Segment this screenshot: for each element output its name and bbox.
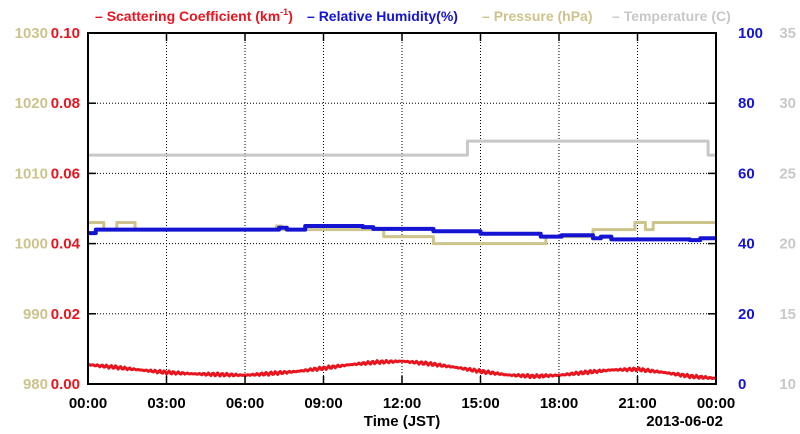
x-axis-label: Time (JST) (364, 413, 440, 430)
legend-scattering: – Scattering Coefficient (km-1) (95, 7, 293, 24)
y-tick-label-temperature: 30 (779, 95, 796, 112)
y-tick-label-humidity: 40 (738, 236, 755, 253)
y-tick-label-temperature: 15 (779, 306, 796, 323)
y-tick-label-scattering: 0.08 (51, 95, 80, 112)
y-tick-label-scattering: 0.02 (51, 306, 80, 323)
axis-layer: 00:00 03:00 06:00 09:00 12:00 15:00 18:00 21:00… (15, 25, 796, 412)
x-tick-label: 15:00 (461, 395, 499, 412)
x-tick-label: 00:00 (69, 395, 107, 412)
x-tick-label: 00:00 (697, 395, 735, 412)
legend-scattering-superscript: -1 (280, 7, 288, 17)
y-tick-label-pressure: 1010 (15, 165, 48, 182)
x-tick-label: 09:00 (304, 395, 342, 412)
y-tick-label-scattering: 0.06 (51, 165, 80, 182)
y-tick-label-humidity: 80 (738, 95, 755, 112)
legend: – Scattering Coefficient (km-1) – Relati… (95, 7, 731, 24)
y-tick-label-humidity: 0 (738, 376, 746, 393)
series-line-pressure (88, 221, 716, 246)
y-tick-label-humidity: 20 (738, 306, 755, 323)
y-tick-label-pressure: 1030 (15, 25, 48, 42)
plot-frame (87, 32, 717, 385)
y-tick-label-humidity: 100 (738, 25, 763, 42)
series-line-humidity (88, 224, 716, 243)
y-tick-label-pressure: 1020 (15, 95, 48, 112)
y-tick-label-temperature: 20 (779, 236, 796, 253)
y-tick-label-temperature: 25 (779, 165, 796, 182)
y-tick-label-scattering: 0.04 (51, 236, 81, 253)
x-tick-label: 21:00 (618, 395, 656, 412)
grid-layer (88, 33, 716, 384)
x-tick-label: 03:00 (147, 395, 185, 412)
legend-humidity: – Relative Humidity(%) (307, 8, 458, 24)
legend-pressure: – Pressure (hPa) (482, 8, 593, 24)
x-tick-label: 06:00 (226, 395, 264, 412)
date-label: 2013-06-02 (646, 413, 723, 430)
y-tick-label-temperature: 35 (779, 25, 796, 42)
x-tick-label: 18:00 (540, 395, 578, 412)
y-tick-label-pressure: 1000 (15, 236, 48, 253)
y-tick-label-scattering: 0.00 (51, 376, 80, 393)
y-tick-label-scattering: 0.10 (51, 25, 80, 42)
y-tick-label-temperature: 10 (779, 376, 796, 393)
series-layer (87, 139, 717, 380)
y-tick-label-humidity: 60 (738, 165, 755, 182)
y-tick-label-pressure: 990 (23, 306, 48, 323)
series-line-temperature (88, 139, 716, 157)
y-tick-label-pressure: 980 (23, 376, 48, 393)
legend-temperature: – Temperature (C) (612, 8, 731, 24)
series-line-scattering (87, 359, 717, 380)
x-tick-label: 12:00 (383, 395, 421, 412)
